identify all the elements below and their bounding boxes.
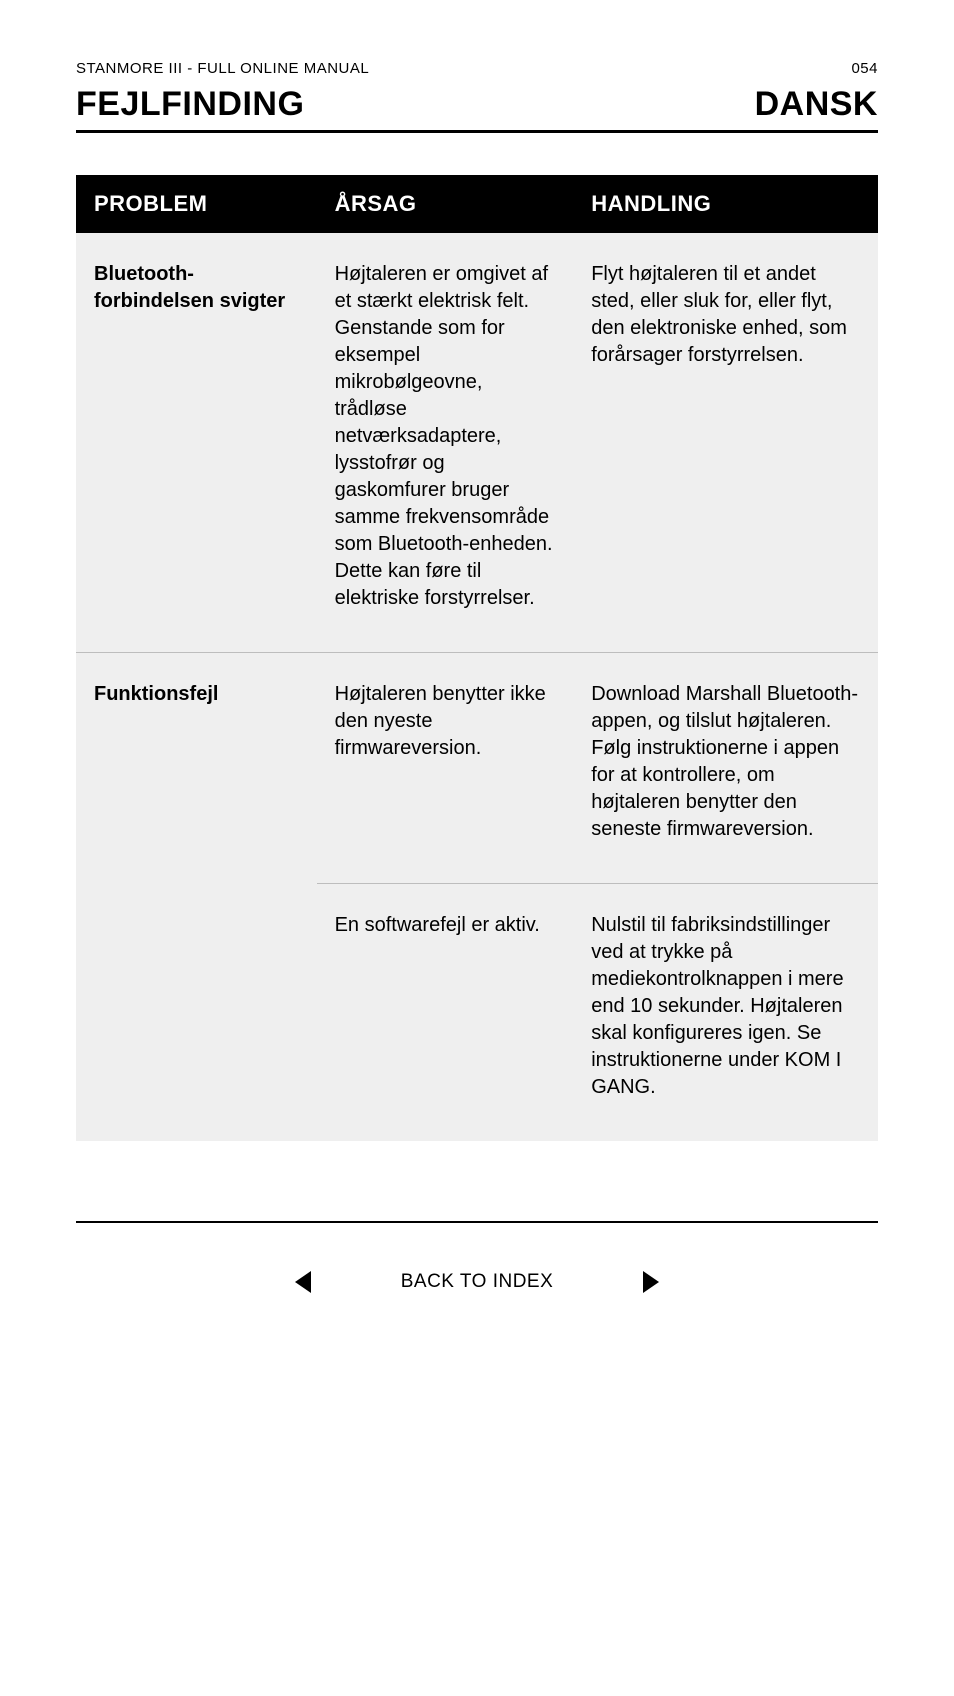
table-row: Funktionsfejl Højtaleren benytter ikke d… bbox=[76, 653, 878, 884]
cell-action: Nulstil til fabriksindstillinger ved at … bbox=[573, 884, 878, 1142]
col-header-problem: PROBLEM bbox=[76, 175, 317, 233]
cell-cause: Højtaleren benytter ikke den nyeste firm… bbox=[317, 653, 574, 884]
cell-problem: Funktionsfejl bbox=[76, 653, 317, 1142]
back-to-index-link[interactable]: BACK TO INDEX bbox=[401, 1271, 554, 1293]
col-header-action: HANDLING bbox=[573, 175, 878, 233]
footer-nav: BACK TO INDEX bbox=[0, 1223, 954, 1353]
section-title: FEJLFINDING bbox=[76, 85, 304, 124]
prev-page-icon[interactable] bbox=[295, 1271, 311, 1293]
cell-action: Download Marshall Bluetooth-appen, og ti… bbox=[573, 653, 878, 884]
next-page-icon[interactable] bbox=[643, 1271, 659, 1293]
page-number: 054 bbox=[851, 60, 878, 77]
col-header-cause: ÅRSAG bbox=[317, 175, 574, 233]
cell-problem: Bluetooth-forbindelsen svigter bbox=[76, 233, 317, 653]
cell-action: Flyt højtaleren til et andet sted, eller… bbox=[573, 233, 878, 653]
language-label: DANSK bbox=[755, 85, 878, 124]
cell-cause: En softwarefejl er aktiv. bbox=[317, 884, 574, 1142]
manual-name: STANMORE III - FULL ONLINE MANUAL bbox=[76, 60, 369, 77]
table-row: Bluetooth-forbindelsen svigter Højtalere… bbox=[76, 233, 878, 653]
cell-cause: Højtaleren er omgivet af et stærkt elekt… bbox=[317, 233, 574, 653]
troubleshooting-table: PROBLEM ÅRSAG HANDLING Bluetooth-forbind… bbox=[76, 175, 878, 1141]
